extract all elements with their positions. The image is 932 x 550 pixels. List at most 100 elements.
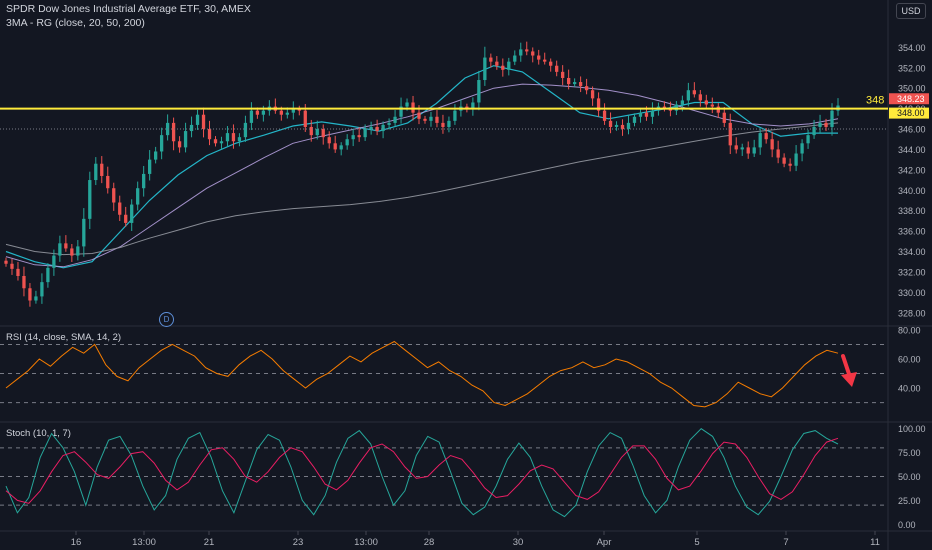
candle-body [34,296,38,301]
candle [100,156,104,184]
candle [189,116,194,138]
candle [177,136,182,153]
candle [734,137,738,154]
candle [82,208,86,257]
candle [483,46,487,86]
candle-body [207,129,212,140]
candle [171,117,176,151]
candle [513,50,517,66]
candle [441,114,445,134]
candle [561,65,565,86]
candle-body [345,139,349,146]
candle-body [429,116,433,121]
overlays [841,354,857,387]
candle [219,136,224,149]
candle [213,136,218,147]
candle-body [758,133,762,148]
candle-body [764,133,768,140]
candle [231,124,236,149]
last-price-text: 348.23 [897,94,925,104]
candle [578,76,583,93]
candle [752,139,756,157]
candle [662,101,667,112]
candle [381,121,385,139]
candle [477,70,481,111]
candle [237,133,242,147]
candle [812,119,816,139]
candle [28,283,32,307]
price-tick-label: 328.00 [898,308,926,318]
candle-body [106,175,110,189]
candle-body [171,122,176,142]
time-tick-label: 11 [870,537,880,548]
candle-body [88,180,92,219]
candle [758,128,762,155]
time-tick-label: 30 [513,537,524,548]
candle [315,120,319,140]
price-axes: 354.00 352.00 350.00 348.00 346.00 344.00 342.… [889,43,929,530]
candle-body [489,57,493,62]
candle-body [46,267,50,283]
candle [249,102,254,131]
candle-body [471,102,475,109]
candle-body [291,108,295,113]
candle-body [680,100,685,105]
candle-body [16,268,20,277]
candle-body [237,137,242,142]
candle [728,113,732,155]
price-tick-label: 338.00 [898,206,926,216]
candle-body [255,110,260,115]
candle [201,107,206,138]
time-tick-label: 21 [204,537,215,548]
candle [124,206,128,227]
arrow-head [841,372,857,387]
candle-body [800,143,804,154]
candle [291,101,295,120]
candle [34,290,38,304]
candle-body [315,129,319,136]
candle-body [82,218,86,247]
symbol-title: SPDR Dow Jones Industrial Average ETF, 3… [6,3,251,15]
stoch-tick-label: 0.00 [898,520,916,530]
candle-body [213,139,218,144]
candle [818,114,822,133]
candle-body [94,163,98,181]
dividend-badge-icon[interactable]: D [159,312,174,327]
candle-body [519,49,523,56]
candle [243,115,248,142]
candle [106,166,110,194]
currency-button[interactable]: USD [896,3,926,19]
candle-body [788,163,792,166]
candle [722,106,726,127]
candle [225,126,230,146]
time-tick-label: Apr [597,537,612,548]
candle-body [333,143,337,150]
rsi-pane: RSI (14, close, SMA, 14, 2) [0,332,888,408]
candle-body [387,122,391,125]
candle-body [153,151,158,160]
indicator-title: 3MA - RG (close, 20, 50, 200) [6,17,145,29]
candle-body [824,122,828,127]
candle-body [10,263,14,269]
time-tick-label: 13:00 [354,537,378,548]
candle-body [692,90,696,95]
candle [800,139,804,162]
candle-body [22,276,26,289]
candle-body [375,126,379,132]
candle-body [351,135,355,140]
candle [136,181,140,211]
candle-body [411,102,415,113]
candle [429,111,433,127]
candle [112,182,116,211]
candle [435,110,439,128]
candle [393,110,397,127]
candle-body [668,108,673,111]
candle [608,112,613,134]
candle [632,113,637,127]
time-tick-label: 16 [71,537,82,548]
candle [339,142,343,156]
candle [794,145,798,172]
candle-body [130,204,134,223]
candle [357,127,361,142]
